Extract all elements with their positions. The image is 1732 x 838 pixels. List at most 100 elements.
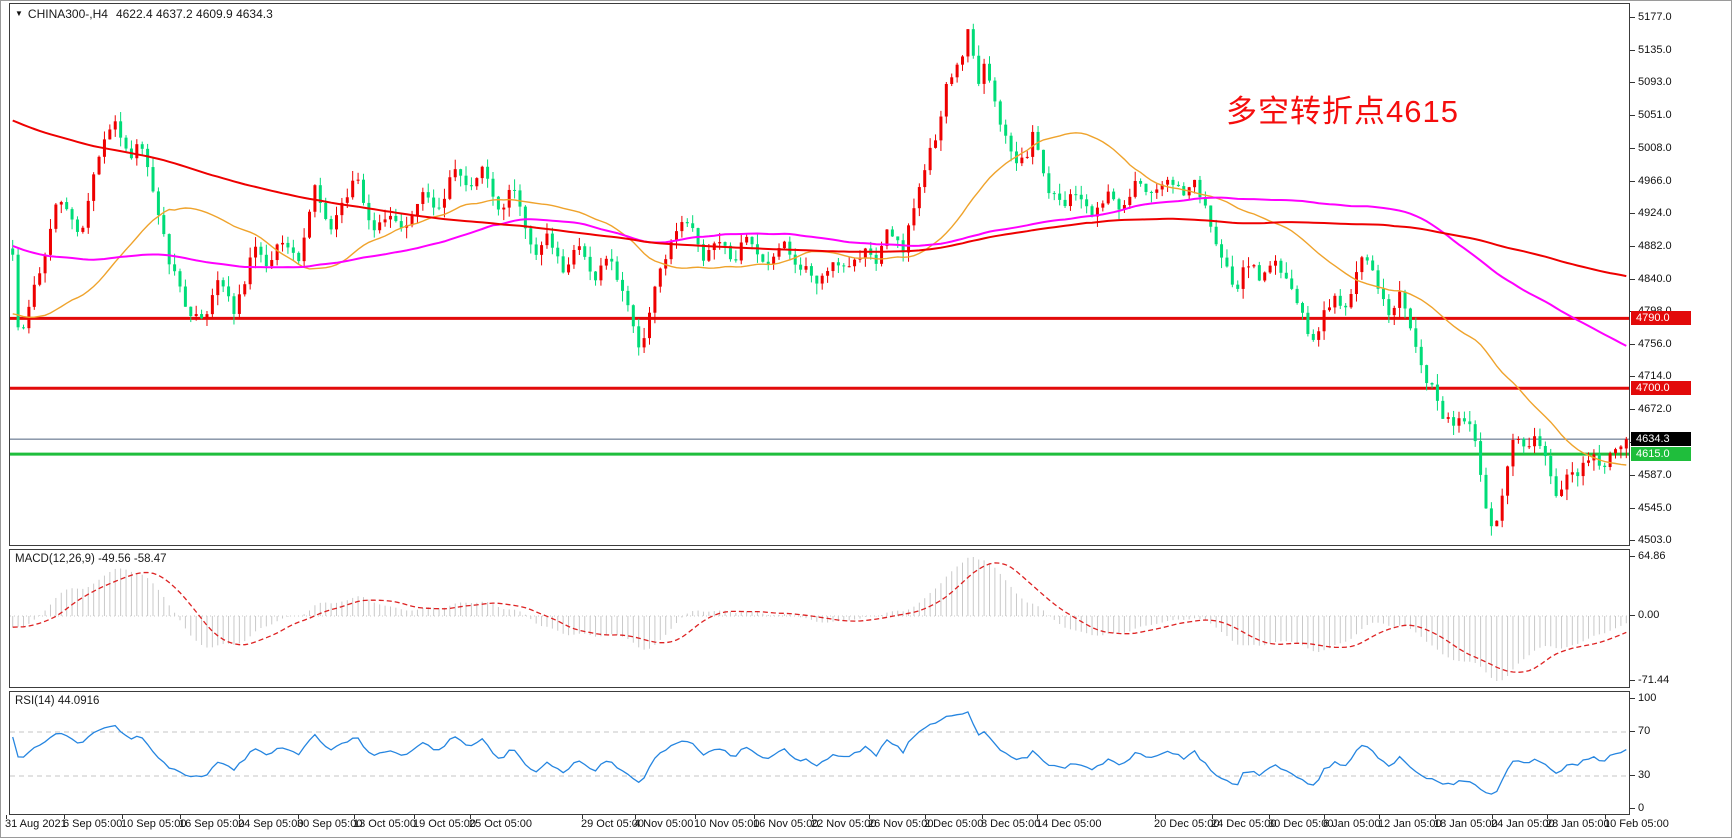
symbol-dropdown-icon[interactable]: ▼: [15, 9, 23, 18]
rsi-tick-label: 0: [1630, 802, 1644, 814]
time-axis-label: 24 Dec 05:00: [1211, 818, 1277, 830]
medium-ma-line: [12, 196, 1627, 347]
time-axis-tick: [1324, 815, 1325, 819]
time-axis-tick: [1155, 815, 1156, 819]
time-axis-tick: [1212, 815, 1213, 819]
rsi-tick-label: 30: [1630, 769, 1650, 781]
time-axis-tick: [982, 815, 983, 819]
time-axis-tick: [1547, 815, 1548, 819]
time-axis-label: 26 Nov 05:00: [868, 818, 934, 830]
price-tag-4700.0: 4700.0: [1631, 381, 1691, 396]
time-axis-label: 14 Dec 05:00: [1036, 818, 1102, 830]
bid-price-tag: 4634.3: [1631, 432, 1691, 447]
axis-tick-mark: [1630, 16, 1635, 18]
price-tick-label: 4545.0: [1630, 502, 1672, 514]
rsi-tick-label: 100: [1630, 692, 1656, 704]
time-axis-label: 28 Jan 05:00: [1546, 818, 1610, 830]
time-axis-label: 13 Oct 05:00: [353, 818, 416, 830]
axis-tick-mark: [1630, 775, 1635, 776]
axis-tick-mark: [1630, 731, 1635, 732]
slow-ma-line: [12, 119, 1627, 278]
price-tag-4615.0: 4615.0: [1631, 447, 1691, 462]
price-tick-label: 4882.0: [1630, 240, 1672, 252]
rsi-panel[interactable]: RSI(14) 44.0916: [9, 691, 1630, 815]
rsi-label: RSI(14) 44.0916: [15, 695, 100, 707]
time-axis-label: 24 Jan 05:00: [1491, 818, 1555, 830]
axis-tick-mark: [1630, 148, 1635, 150]
time-axis-tick: [414, 815, 415, 819]
axis-tick-mark: [1630, 408, 1635, 410]
symbol-info: ▼ CHINA300-,H4 4622.4 4637.2 4609.9 4634.3: [15, 7, 273, 21]
time-axis-label: 4 Nov 05:00: [634, 818, 694, 830]
axis-tick-mark: [1630, 213, 1635, 215]
axis-tick-mark: [1630, 474, 1635, 476]
time-axis-label: 18 Jan 05:00: [1434, 818, 1498, 830]
symbol-name: CHINA300-,H4: [27, 7, 108, 21]
time-axis-label: 29 Oct 05:00: [581, 818, 644, 830]
axis-tick-mark: [1630, 540, 1635, 542]
time-axis-tick: [1037, 815, 1038, 819]
axis-tick-mark: [1630, 615, 1635, 616]
symbol-ohlc-values: 4622.4 4637.2 4609.9 4634.3: [115, 7, 273, 21]
annotation-text: 多空转折点4615: [1226, 94, 1459, 129]
axis-tick-mark: [1630, 698, 1635, 699]
price-tick-label: 4756.0: [1630, 338, 1672, 350]
time-axis-label: 10 Sep 05:00: [121, 818, 187, 830]
price-tick-label: 4840.0: [1630, 273, 1672, 285]
time-axis-label: 10 Feb 05:00: [1604, 818, 1669, 830]
time-axis-tick: [1605, 815, 1606, 819]
time-axis-tick: [239, 815, 240, 819]
time-axis-label: 8 Dec 05:00: [981, 818, 1041, 830]
time-axis-tick: [869, 815, 870, 819]
time-axis-label: 16 Nov 05:00: [753, 818, 819, 830]
macd-chart: [10, 556, 1629, 681]
time-axis-label: 2 Dec 05:00: [924, 818, 984, 830]
price-tick-label: 4924.0: [1630, 207, 1672, 219]
time-axis-tick: [1492, 815, 1493, 819]
rsi-chart: [10, 711, 1629, 795]
axis-tick-mark: [1630, 245, 1635, 247]
axis-tick-mark: [1630, 679, 1635, 681]
time-axis-label: 19 Oct 05:00: [413, 818, 476, 830]
candlestick-chart: [10, 23, 1629, 536]
price-tick-label: 5093.0: [1630, 76, 1672, 88]
main-chart-panel[interactable]: ▼ CHINA300-,H4 4622.4 4637.2 4609.9 4634.3…: [9, 3, 1630, 546]
axis-tick-mark: [1630, 49, 1635, 51]
price-tick-label: 5051.0: [1630, 109, 1672, 121]
price-tick-label: 4966.0: [1630, 175, 1672, 187]
time-axis-tick: [754, 815, 755, 819]
rsi-line: [12, 711, 1627, 795]
macd-panel[interactable]: MACD(12,26,9) -49.56 -58.47: [9, 549, 1630, 688]
time-axis-tick: [122, 815, 123, 819]
axis-tick-mark: [1630, 114, 1635, 116]
time-axis-label: 6 Sep 05:00: [63, 818, 123, 830]
price-tick-label: 5135.0: [1630, 44, 1672, 56]
axis-tick-mark: [1630, 555, 1635, 557]
time-axis-label: 30 Sep 05:00: [297, 818, 363, 830]
time-axis-tick: [1269, 815, 1270, 819]
price-tag-4790.0: 4790.0: [1631, 311, 1691, 326]
time-axis-label: 6 Jan 05:00: [1323, 818, 1381, 830]
time-axis-tick: [812, 815, 813, 819]
axis-tick-mark: [1630, 82, 1635, 84]
time-axis-label: 31 Aug 2021: [5, 818, 67, 830]
axis-tick-mark: [1630, 808, 1635, 809]
time-axis-label: 20 Dec 05:00: [1154, 818, 1220, 830]
rsi-tick-label: 70: [1630, 725, 1650, 737]
time-axis-tick: [354, 815, 355, 819]
axis-tick-mark: [1630, 343, 1635, 345]
time-axis-tick: [1379, 815, 1380, 819]
time-axis-tick: [925, 815, 926, 819]
time-axis-tick: [64, 815, 65, 819]
macd-tick-label: -71.44: [1630, 674, 1669, 686]
price-tick-label: 5008.0: [1630, 142, 1672, 154]
price-tick-label: 4587.0: [1630, 469, 1672, 481]
macd-signal-line: [12, 562, 1627, 673]
price-tick-label: 4672.0: [1630, 403, 1672, 415]
axis-tick-mark: [1630, 278, 1635, 280]
time-axis-label: 22 Nov 05:00: [811, 818, 877, 830]
time-axis-label: 10 Nov 05:00: [694, 818, 760, 830]
time-axis-label: 16 Sep 05:00: [179, 818, 245, 830]
macd-tick-label: 64.86: [1630, 550, 1666, 562]
